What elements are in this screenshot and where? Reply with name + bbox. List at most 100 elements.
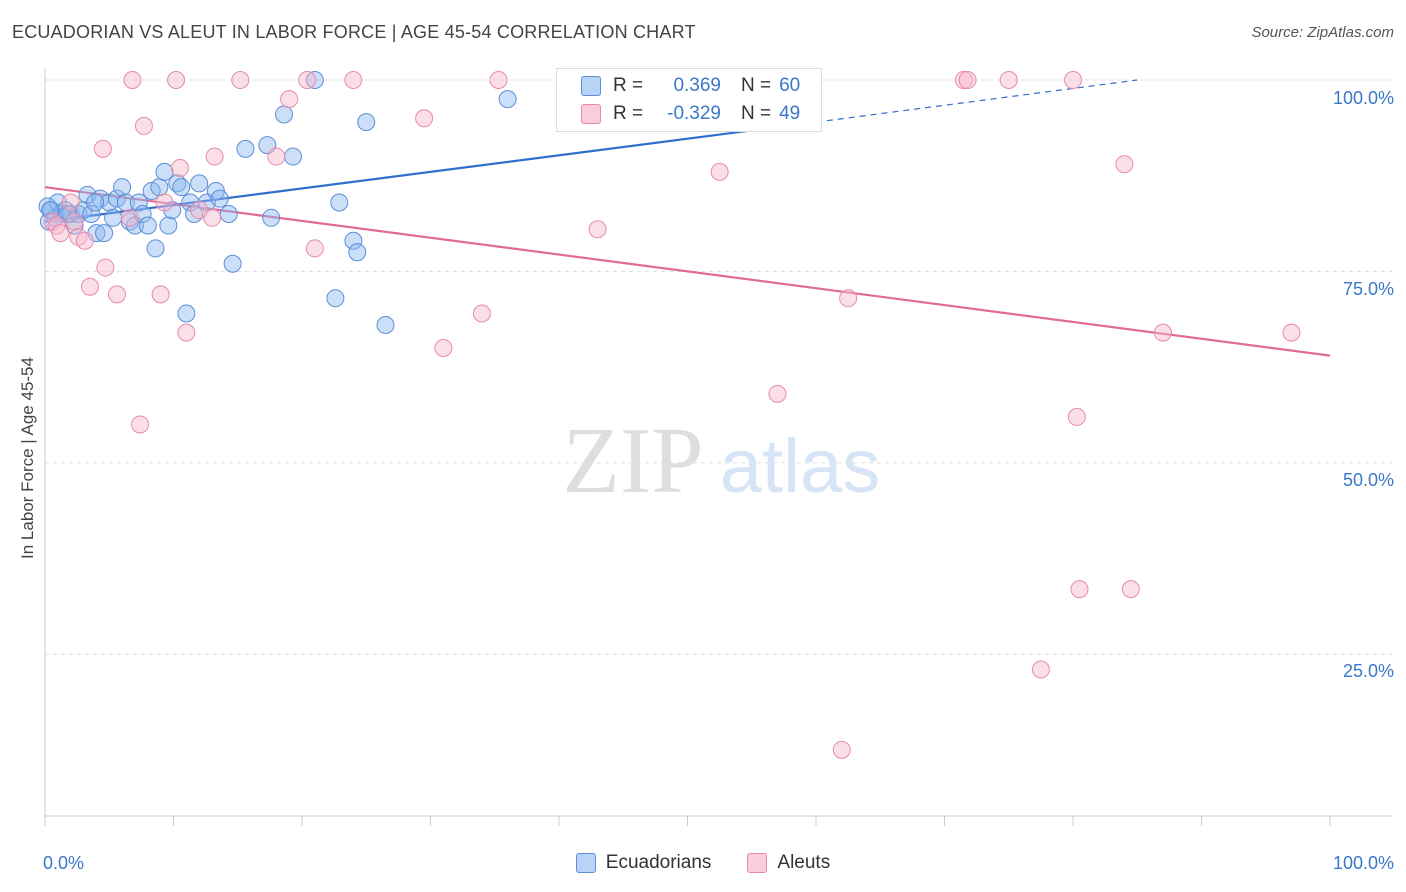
data-point-aleuts xyxy=(177,323,196,342)
data-point-aleuts xyxy=(710,162,729,181)
data-point-ecuadorians xyxy=(65,216,84,235)
x-ticks xyxy=(44,816,1331,826)
series-legend-aleuts[interactable]: Aleuts xyxy=(747,852,830,874)
data-point-ecuadorians xyxy=(95,224,114,243)
data-point-ecuadorians xyxy=(146,239,165,258)
data-point-aleuts xyxy=(954,71,973,89)
trend-line-aleuts xyxy=(44,186,1331,357)
series-legend-ecuadorians[interactable]: Ecuadorians xyxy=(575,852,712,874)
data-point-ecuadorians xyxy=(48,193,67,212)
x-tick-label-min: 0.0% xyxy=(43,853,84,873)
data-points xyxy=(38,71,1301,759)
legend-n-value: 49 xyxy=(779,103,801,124)
data-point-aleuts xyxy=(768,384,787,403)
source-label: Source: ZipAtlas.com xyxy=(1251,24,1394,41)
data-point-ecuadorians xyxy=(155,162,174,181)
legend-n-label: N = xyxy=(741,75,772,96)
data-point-aleuts xyxy=(80,277,99,296)
y-tick-labels: 100.0% 75.0% 50.0% 25.0% xyxy=(1333,88,1394,681)
data-point-ecuadorians xyxy=(219,204,238,223)
data-point-aleuts xyxy=(96,258,115,277)
legend-swatch-aleuts xyxy=(581,104,601,124)
x-tick-label-max: 100.0% xyxy=(1333,853,1394,873)
data-point-ecuadorians xyxy=(344,231,363,250)
legend-r-label: R = xyxy=(613,75,644,96)
data-point-ecuadorians xyxy=(116,193,135,212)
stats-legend: R = 0.369 N = 60 R = -0.329 N = 49 xyxy=(556,68,822,132)
data-point-aleuts xyxy=(1031,660,1050,679)
trend-lines xyxy=(44,79,1331,357)
data-point-aleuts xyxy=(344,71,363,89)
data-point-ecuadorians xyxy=(262,208,281,227)
data-point-ecuadorians xyxy=(163,201,182,220)
legend-swatch-ecuadorians xyxy=(581,76,601,96)
data-point-aleuts xyxy=(75,231,94,250)
data-point-aleuts xyxy=(51,224,70,243)
data-point-aleuts xyxy=(839,289,858,308)
legend-n-value: 60 xyxy=(779,75,801,96)
legend-n-label: N = xyxy=(741,103,772,124)
data-point-aleuts xyxy=(151,285,170,304)
data-point-aleuts xyxy=(203,208,222,227)
data-point-aleuts xyxy=(170,159,189,178)
data-point-ecuadorians xyxy=(210,189,229,208)
data-point-ecuadorians xyxy=(59,204,78,223)
data-point-aleuts xyxy=(107,285,126,304)
data-point-aleuts xyxy=(958,71,977,89)
data-point-ecuadorians xyxy=(82,204,101,223)
y-tick-label: 50.0% xyxy=(1343,470,1394,490)
data-point-aleuts xyxy=(93,139,112,158)
watermark-atlas: atlas xyxy=(720,424,881,509)
data-point-ecuadorians xyxy=(113,178,132,197)
data-point-ecuadorians xyxy=(284,147,303,166)
data-point-ecuadorians xyxy=(498,90,517,109)
data-point-ecuadorians xyxy=(357,113,376,132)
data-point-aleuts xyxy=(61,193,80,212)
data-point-aleuts xyxy=(267,147,286,166)
data-point-aleuts xyxy=(415,109,434,128)
data-point-aleuts xyxy=(134,116,153,135)
y-axis-label: In Labor Force | Age 45-54 xyxy=(18,357,37,559)
data-point-ecuadorians xyxy=(305,71,324,89)
data-point-ecuadorians xyxy=(330,193,349,212)
data-point-aleuts xyxy=(65,212,84,231)
axes xyxy=(44,68,1392,817)
series-label-ecuadorians: Ecuadorians xyxy=(605,852,712,873)
watermark-zip: ZIP xyxy=(563,409,704,513)
data-point-ecuadorians xyxy=(376,315,395,334)
data-point-ecuadorians xyxy=(348,243,367,262)
data-point-aleuts xyxy=(131,415,150,434)
data-point-ecuadorians xyxy=(236,139,255,158)
series-legend: Ecuadorians Aleuts xyxy=(0,852,1406,874)
data-point-aleuts xyxy=(489,71,508,89)
series-label-aleuts: Aleuts xyxy=(777,852,831,873)
data-point-ecuadorians xyxy=(172,178,191,197)
data-point-aleuts xyxy=(434,338,453,357)
series-swatch-aleuts xyxy=(747,853,768,873)
data-point-aleuts xyxy=(123,71,142,89)
data-point-aleuts xyxy=(305,239,324,258)
data-point-aleuts xyxy=(1067,407,1086,426)
y-tick-label: 75.0% xyxy=(1343,279,1394,299)
data-point-aleuts xyxy=(472,304,491,323)
data-point-ecuadorians xyxy=(159,216,178,235)
data-point-ecuadorians xyxy=(41,201,60,220)
series-swatch-ecuadorians xyxy=(575,853,596,873)
data-point-ecuadorians xyxy=(86,193,105,212)
data-point-aleuts xyxy=(1064,71,1082,89)
data-point-aleuts xyxy=(1115,155,1134,174)
data-point-ecuadorians xyxy=(223,254,242,273)
data-point-ecuadorians xyxy=(150,178,169,197)
data-point-aleuts xyxy=(1282,323,1301,342)
data-point-aleuts xyxy=(588,220,607,239)
data-point-ecuadorians xyxy=(138,216,157,235)
data-point-aleuts xyxy=(205,147,224,166)
y-tick-label: 100.0% xyxy=(1333,88,1394,108)
data-point-aleuts xyxy=(832,740,851,759)
data-point-aleuts xyxy=(167,71,186,89)
data-point-aleuts xyxy=(231,71,250,89)
data-point-aleuts xyxy=(1070,580,1089,599)
data-point-aleuts xyxy=(999,71,1018,89)
trend-line-extension-ecuadorians xyxy=(815,79,1138,123)
